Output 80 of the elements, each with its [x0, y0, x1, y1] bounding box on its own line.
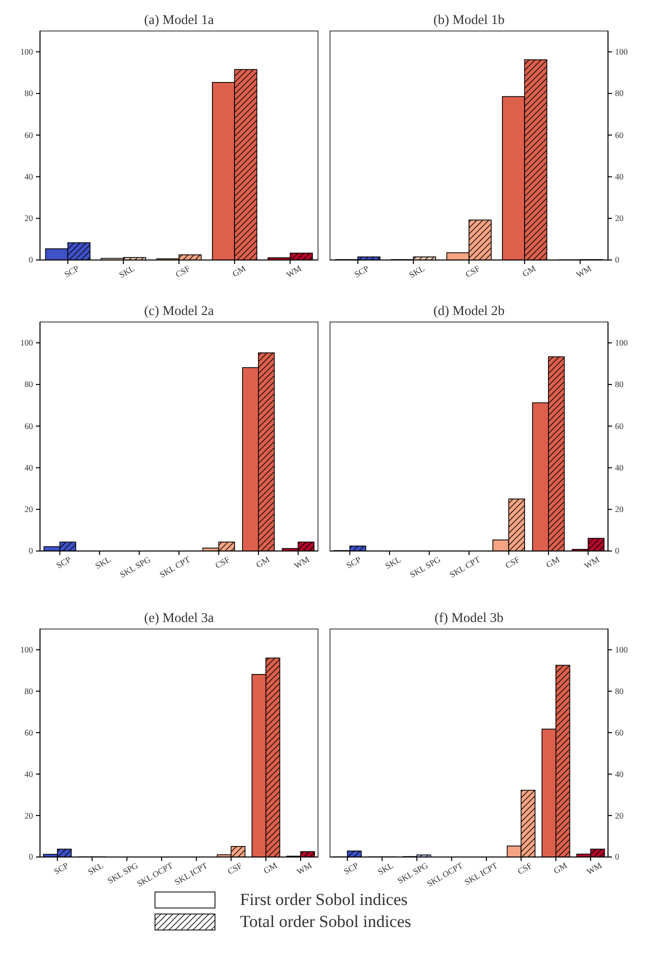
- x-tick-label: WM: [294, 860, 314, 877]
- chart-title: (a) Model 1a: [144, 12, 214, 27]
- y-tick-label: 20: [615, 810, 624, 820]
- x-tick-label: WM: [574, 262, 594, 280]
- x-tick-label: SKL ICPT: [462, 860, 500, 888]
- legend-label: First order Sobol indices: [240, 890, 408, 909]
- x-tick-label: CSF: [174, 263, 192, 280]
- x-tick-label: GM: [552, 860, 569, 876]
- x-tick-label: WM: [582, 554, 602, 571]
- y-tick-label: 0: [615, 254, 620, 265]
- y-tick-label: 80: [24, 686, 33, 696]
- x-tick-label: SCP: [52, 860, 70, 876]
- x-tick-label: GM: [262, 860, 279, 876]
- x-tick-label: WM: [584, 860, 604, 877]
- y-tick-label: 20: [24, 504, 33, 514]
- y-tick-label: 20: [24, 810, 33, 820]
- y-tick-label: 60: [615, 727, 624, 738]
- y-tick-label: 100: [20, 644, 33, 654]
- x-tick-label: SCP: [62, 263, 81, 280]
- x-tick-label: SKL: [407, 263, 426, 280]
- x-tick-label: SKL: [376, 860, 395, 877]
- x-tick-label: CSF: [226, 860, 244, 876]
- y-tick-label: 80: [24, 88, 33, 98]
- y-tick-label: 60: [615, 130, 624, 140]
- y-tick-label: 60: [24, 727, 33, 738]
- y-tick-label: 20: [615, 504, 624, 514]
- x-tick-label: WM: [284, 262, 304, 280]
- chart-title: (e) Model 3a: [144, 610, 214, 625]
- chart-title: (b) Model 1b: [433, 12, 505, 27]
- y-tick-label: 60: [24, 420, 33, 431]
- chart-title: (c) Model 2a: [144, 303, 214, 318]
- x-tick-label: SKL: [93, 554, 112, 571]
- x-tick-label: GM: [230, 262, 248, 279]
- x-tick-label: CSF: [503, 554, 522, 570]
- y-tick-label: 40: [24, 462, 33, 472]
- y-tick-label: 0: [28, 852, 33, 862]
- y-tick-label: 60: [615, 420, 624, 431]
- y-tick-label: 40: [615, 462, 624, 472]
- x-tick-label: SCP: [352, 263, 371, 280]
- x-tick-label: CSF: [213, 554, 232, 570]
- y-tick-label: 0: [28, 546, 33, 556]
- y-tick-label: 100: [20, 338, 33, 348]
- y-tick-label: 80: [615, 88, 624, 98]
- y-tick-label: 100: [615, 644, 628, 654]
- x-tick-label: SKL: [383, 554, 402, 571]
- x-tick-label: SCP: [54, 554, 73, 570]
- chart-title: (d) Model 2b: [433, 303, 505, 318]
- x-tick-label: GM: [520, 262, 538, 279]
- y-tick-label: 20: [615, 213, 624, 224]
- y-tick-label: 80: [615, 686, 624, 696]
- legend-label: Total order Sobol indices: [240, 912, 412, 931]
- y-tick-label: 0: [28, 254, 33, 265]
- chart-title: (f) Model 3b: [434, 610, 504, 625]
- y-tick-label: 100: [615, 46, 628, 57]
- x-tick-label: CSF: [516, 860, 534, 876]
- y-tick-label: 40: [615, 171, 624, 182]
- y-tick-label: 20: [24, 213, 33, 224]
- y-tick-label: 80: [24, 379, 33, 390]
- x-tick-label: SKL SPG: [408, 554, 442, 580]
- x-tick-label: GM: [544, 554, 562, 570]
- y-tick-label: 0: [615, 546, 620, 556]
- x-tick-label: SKL CPT: [448, 554, 482, 580]
- y-tick-label: 40: [615, 768, 624, 779]
- x-tick-label: SKL SPG: [118, 554, 152, 580]
- x-tick-label: SKL ICPT: [172, 860, 210, 888]
- y-tick-label: 60: [24, 130, 33, 140]
- x-tick-label: GM: [254, 554, 272, 570]
- x-tick-label: CSF: [464, 263, 482, 280]
- y-tick-label: 40: [24, 171, 33, 182]
- x-tick-label: SKL: [86, 860, 105, 877]
- y-tick-label: 40: [24, 768, 33, 779]
- x-tick-label: WM: [292, 554, 312, 571]
- y-tick-label: 0: [615, 852, 620, 862]
- x-tick-label: SCP: [344, 554, 363, 570]
- y-tick-label: 100: [615, 338, 628, 348]
- y-tick-label: 100: [20, 46, 33, 57]
- x-tick-label: SCP: [342, 860, 360, 876]
- x-tick-label: SKL: [117, 263, 136, 280]
- y-tick-label: 80: [615, 379, 624, 390]
- x-tick-label: SKL CPT: [158, 554, 192, 580]
